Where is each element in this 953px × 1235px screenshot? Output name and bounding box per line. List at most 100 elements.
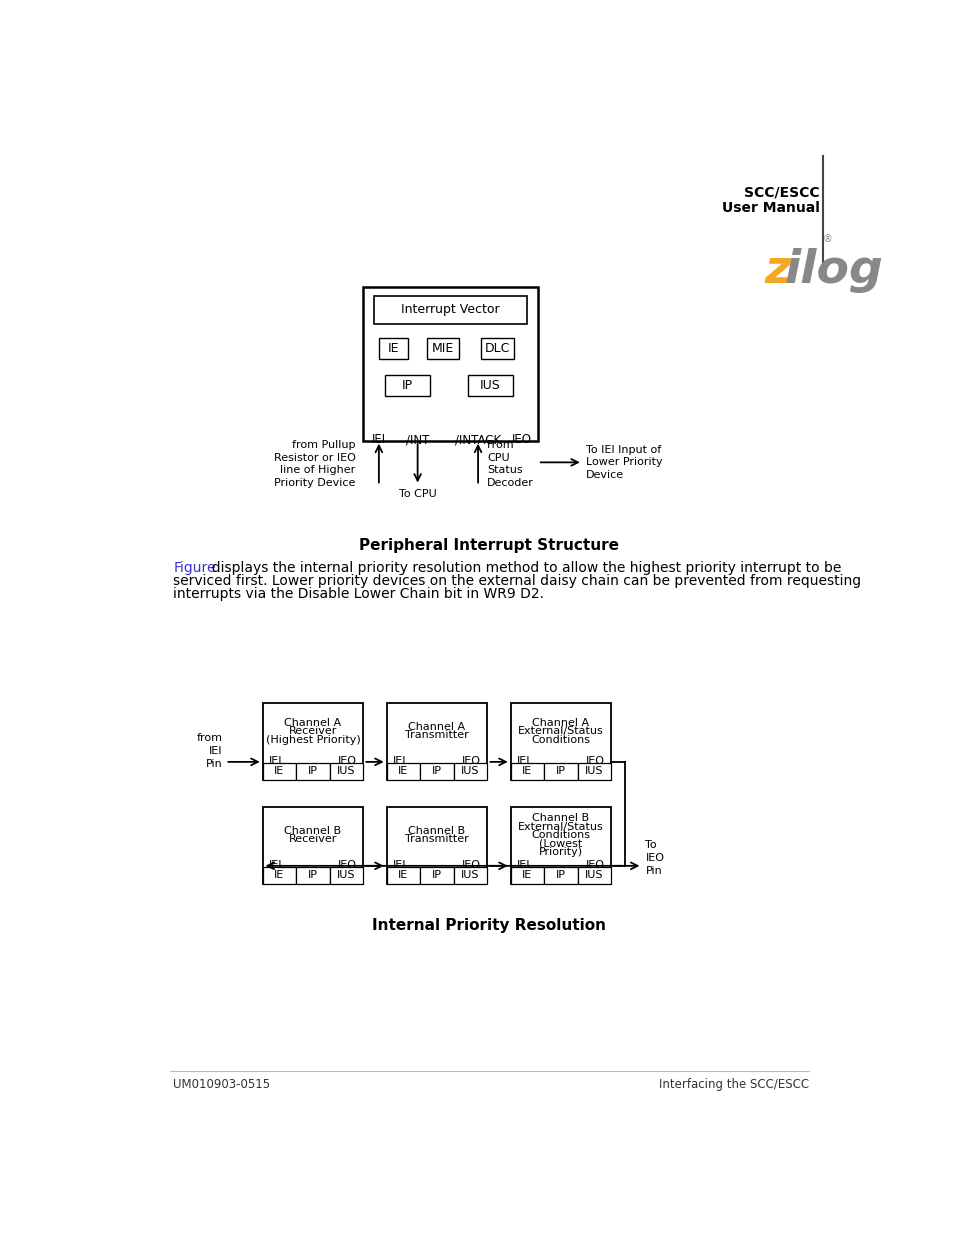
Text: from Pullup
Resistor or IEO
line of Higher
Priority Device: from Pullup Resistor or IEO line of High… <box>274 440 355 488</box>
Text: To CPU: To CPU <box>398 489 436 499</box>
Bar <box>480 338 513 359</box>
Text: IP: IP <box>401 379 413 393</box>
Bar <box>262 867 295 883</box>
Bar <box>386 703 487 779</box>
Text: Internal Priority Resolution: Internal Priority Resolution <box>372 918 605 934</box>
Text: IEO: IEO <box>461 861 480 871</box>
Text: IEO: IEO <box>585 757 604 767</box>
Text: Figure: Figure <box>173 561 215 576</box>
Text: IEI: IEI <box>393 861 406 871</box>
Bar <box>262 763 295 779</box>
Text: /INTACK: /INTACK <box>455 433 500 446</box>
Text: IP: IP <box>308 766 317 776</box>
Text: Channel A: Channel A <box>408 721 465 732</box>
Bar <box>454 867 487 883</box>
Bar <box>295 763 330 779</box>
Bar <box>386 806 487 883</box>
Text: Interrupt Vector: Interrupt Vector <box>401 304 499 316</box>
Bar <box>468 375 513 396</box>
Text: IEI: IEI <box>372 433 386 446</box>
Text: /INT: /INT <box>406 433 429 446</box>
Text: IUS: IUS <box>337 766 355 776</box>
Text: Channel A: Channel A <box>532 718 589 727</box>
Text: (Lowest: (Lowest <box>538 839 582 848</box>
Bar <box>262 703 363 779</box>
Bar <box>419 867 454 883</box>
Bar <box>510 703 611 779</box>
Text: Receiver: Receiver <box>289 835 336 845</box>
Bar <box>419 763 454 779</box>
Bar <box>510 763 543 779</box>
Text: Channel B: Channel B <box>284 826 341 836</box>
Text: Peripheral Interrupt Structure: Peripheral Interrupt Structure <box>358 537 618 553</box>
Text: IE: IE <box>274 871 284 881</box>
Bar <box>543 763 578 779</box>
Bar <box>578 763 611 779</box>
Text: IE: IE <box>274 766 284 776</box>
Text: IEI: IEI <box>517 861 530 871</box>
Text: Channel A: Channel A <box>284 718 341 727</box>
Text: IEO: IEO <box>461 757 480 767</box>
Text: (Highest Priority): (Highest Priority) <box>265 735 360 745</box>
Text: User Manual: User Manual <box>721 200 819 215</box>
Text: from
IEI
Pin: from IEI Pin <box>196 734 222 769</box>
Text: External/Status: External/Status <box>517 821 603 831</box>
Text: IEI: IEI <box>269 861 282 871</box>
Text: IUS: IUS <box>479 379 500 393</box>
Text: ®: ® <box>821 235 831 245</box>
Text: ilog: ilog <box>783 248 882 293</box>
Bar <box>363 287 537 441</box>
Text: UM010903-0515: UM010903-0515 <box>173 1078 271 1091</box>
Text: serviced first. Lower priority devices on the external daisy chain can be preven: serviced first. Lower priority devices o… <box>173 574 861 588</box>
Text: IP: IP <box>556 871 565 881</box>
Text: IEI: IEI <box>393 757 406 767</box>
Text: IUS: IUS <box>585 766 603 776</box>
Text: IE: IE <box>521 766 532 776</box>
Text: MIE: MIE <box>432 342 454 356</box>
Bar <box>454 763 487 779</box>
Bar <box>543 867 578 883</box>
Bar <box>262 806 363 883</box>
Bar <box>374 296 526 324</box>
Text: DLC: DLC <box>484 342 510 356</box>
Text: displays the internal priority resolution method to allow the highest priority i: displays the internal priority resolutio… <box>203 561 841 576</box>
Bar <box>386 867 419 883</box>
Text: Conditions: Conditions <box>531 830 590 840</box>
Text: IEI: IEI <box>269 757 282 767</box>
Text: To
IEO
Pin: To IEO Pin <box>645 840 664 876</box>
Text: IUS: IUS <box>585 871 603 881</box>
Text: Interfacing the SCC/ESCC: Interfacing the SCC/ESCC <box>659 1078 808 1091</box>
Text: IEI: IEI <box>517 757 530 767</box>
Text: IE: IE <box>397 766 408 776</box>
Text: IUS: IUS <box>461 766 479 776</box>
Text: IP: IP <box>432 871 441 881</box>
Text: SCC/ESCC: SCC/ESCC <box>743 185 819 199</box>
Bar <box>427 338 459 359</box>
Text: IEO: IEO <box>585 861 604 871</box>
Text: External/Status: External/Status <box>517 726 603 736</box>
Bar <box>510 806 611 883</box>
Bar <box>578 867 611 883</box>
Bar <box>510 867 543 883</box>
Text: IEO: IEO <box>337 861 356 871</box>
Text: Conditions: Conditions <box>531 735 590 745</box>
Text: IE: IE <box>388 342 399 356</box>
Text: Receiver: Receiver <box>289 726 336 736</box>
Text: IEO: IEO <box>337 757 356 767</box>
Text: IP: IP <box>432 766 441 776</box>
Bar <box>378 338 408 359</box>
Text: interrupts via the Disable Lower Chain bit in WR9 D2.: interrupts via the Disable Lower Chain b… <box>173 587 544 601</box>
Text: Transmitter: Transmitter <box>405 835 468 845</box>
Text: IUS: IUS <box>337 871 355 881</box>
Bar <box>386 763 419 779</box>
Text: To IEI Input of
Lower Priority
Device: To IEI Input of Lower Priority Device <box>585 445 661 480</box>
Text: Priority): Priority) <box>538 847 582 857</box>
Text: IP: IP <box>308 871 317 881</box>
Bar <box>295 867 330 883</box>
Bar <box>330 763 363 779</box>
Text: IP: IP <box>556 766 565 776</box>
Text: z: z <box>763 248 791 293</box>
Text: From
CPU
Status
Decoder: From CPU Status Decoder <box>487 440 534 488</box>
Bar <box>385 375 430 396</box>
Text: Channel B: Channel B <box>532 813 589 823</box>
